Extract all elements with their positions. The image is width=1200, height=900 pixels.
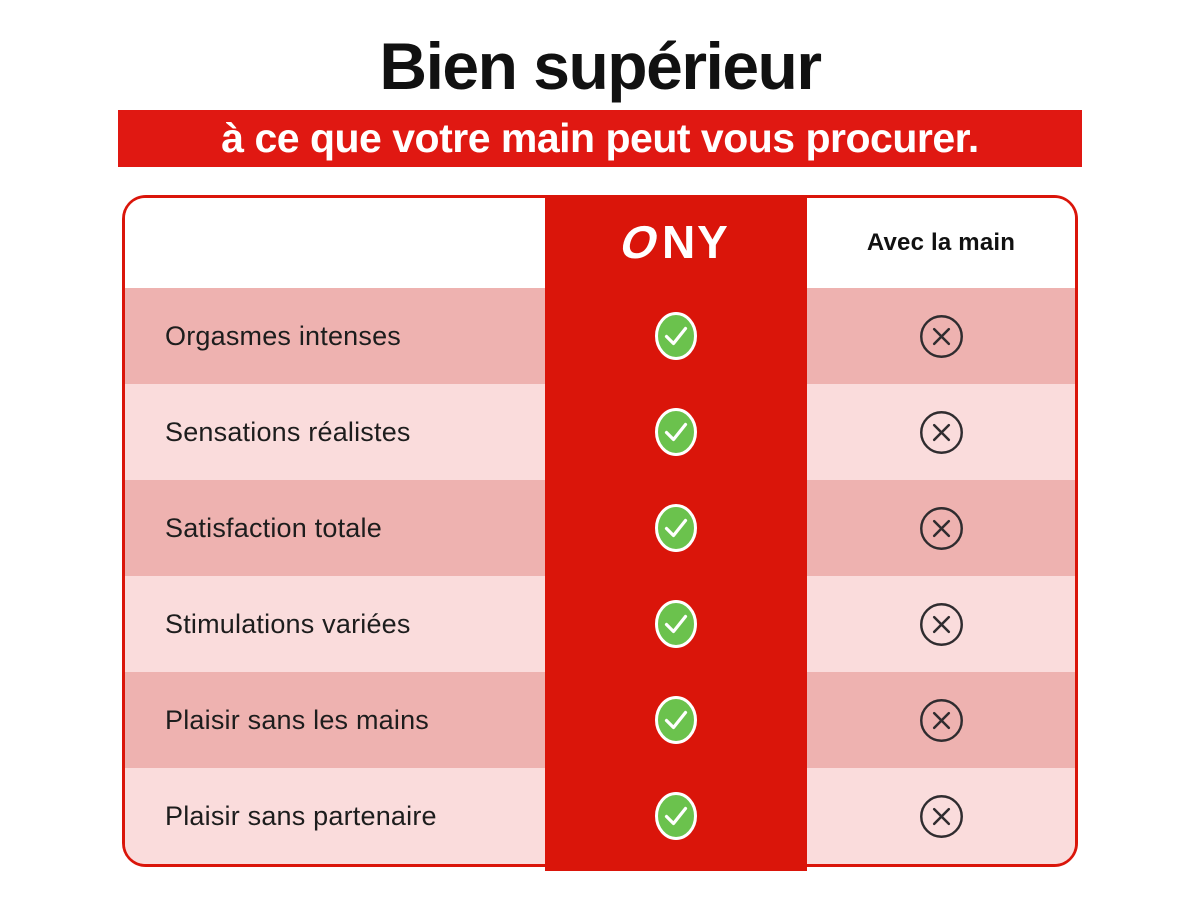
- comparison-table: Avec la main Orgasmes intenses Sensation…: [122, 195, 1078, 871]
- row-label: Sensations réalistes: [165, 416, 411, 447]
- hand-value-cell: [807, 672, 1075, 768]
- ony-value-cell: [545, 576, 807, 672]
- cross-icon: [919, 794, 963, 838]
- header-hand-cell: Avec la main: [807, 198, 1075, 288]
- row-label: Satisfaction totale: [165, 512, 382, 543]
- row-label: Stimulations variées: [165, 608, 411, 639]
- row-label: Plaisir sans partenaire: [165, 800, 437, 831]
- row-label: Plaisir sans les mains: [165, 704, 429, 735]
- cross-icon: [919, 602, 963, 646]
- cross-icon: [919, 410, 963, 454]
- ony-value-cell: [545, 768, 807, 864]
- hand-column-header: Avec la main: [866, 229, 1016, 256]
- check-icon: [655, 312, 697, 360]
- cross-icon: [919, 506, 963, 550]
- ony-logo-o: O: [614, 215, 668, 268]
- header-empty-cell: [125, 198, 545, 288]
- cross-icon: [919, 314, 963, 358]
- subtitle-banner: à ce que votre main peut vous procurer.: [118, 110, 1082, 167]
- ony-logo-rest: NY: [661, 215, 730, 268]
- hand-value-cell: [807, 480, 1075, 576]
- row-label: Orgasmes intenses: [165, 320, 401, 351]
- ony-value-cell: [545, 672, 807, 768]
- ony-value-cell: [545, 288, 807, 384]
- ony-value-cell: [545, 480, 807, 576]
- page-title: Bien supérieur: [379, 29, 822, 103]
- hand-value-cell: [807, 576, 1075, 672]
- ony-value-cell: [545, 384, 807, 480]
- ony-header-cell: O NY: [545, 195, 807, 288]
- cross-icon: [919, 698, 963, 742]
- hand-value-cell: [807, 288, 1075, 384]
- check-icon: [655, 792, 697, 840]
- check-icon: [655, 600, 697, 648]
- check-icon: [655, 504, 697, 552]
- hand-value-cell: [807, 384, 1075, 480]
- hand-value-cell: [807, 768, 1075, 864]
- ony-logo: O NY: [615, 215, 730, 269]
- ony-column: O NY: [545, 195, 807, 871]
- check-icon: [655, 696, 697, 744]
- check-icon: [655, 408, 697, 456]
- subtitle-text: à ce que votre main peut vous procurer.: [221, 115, 979, 161]
